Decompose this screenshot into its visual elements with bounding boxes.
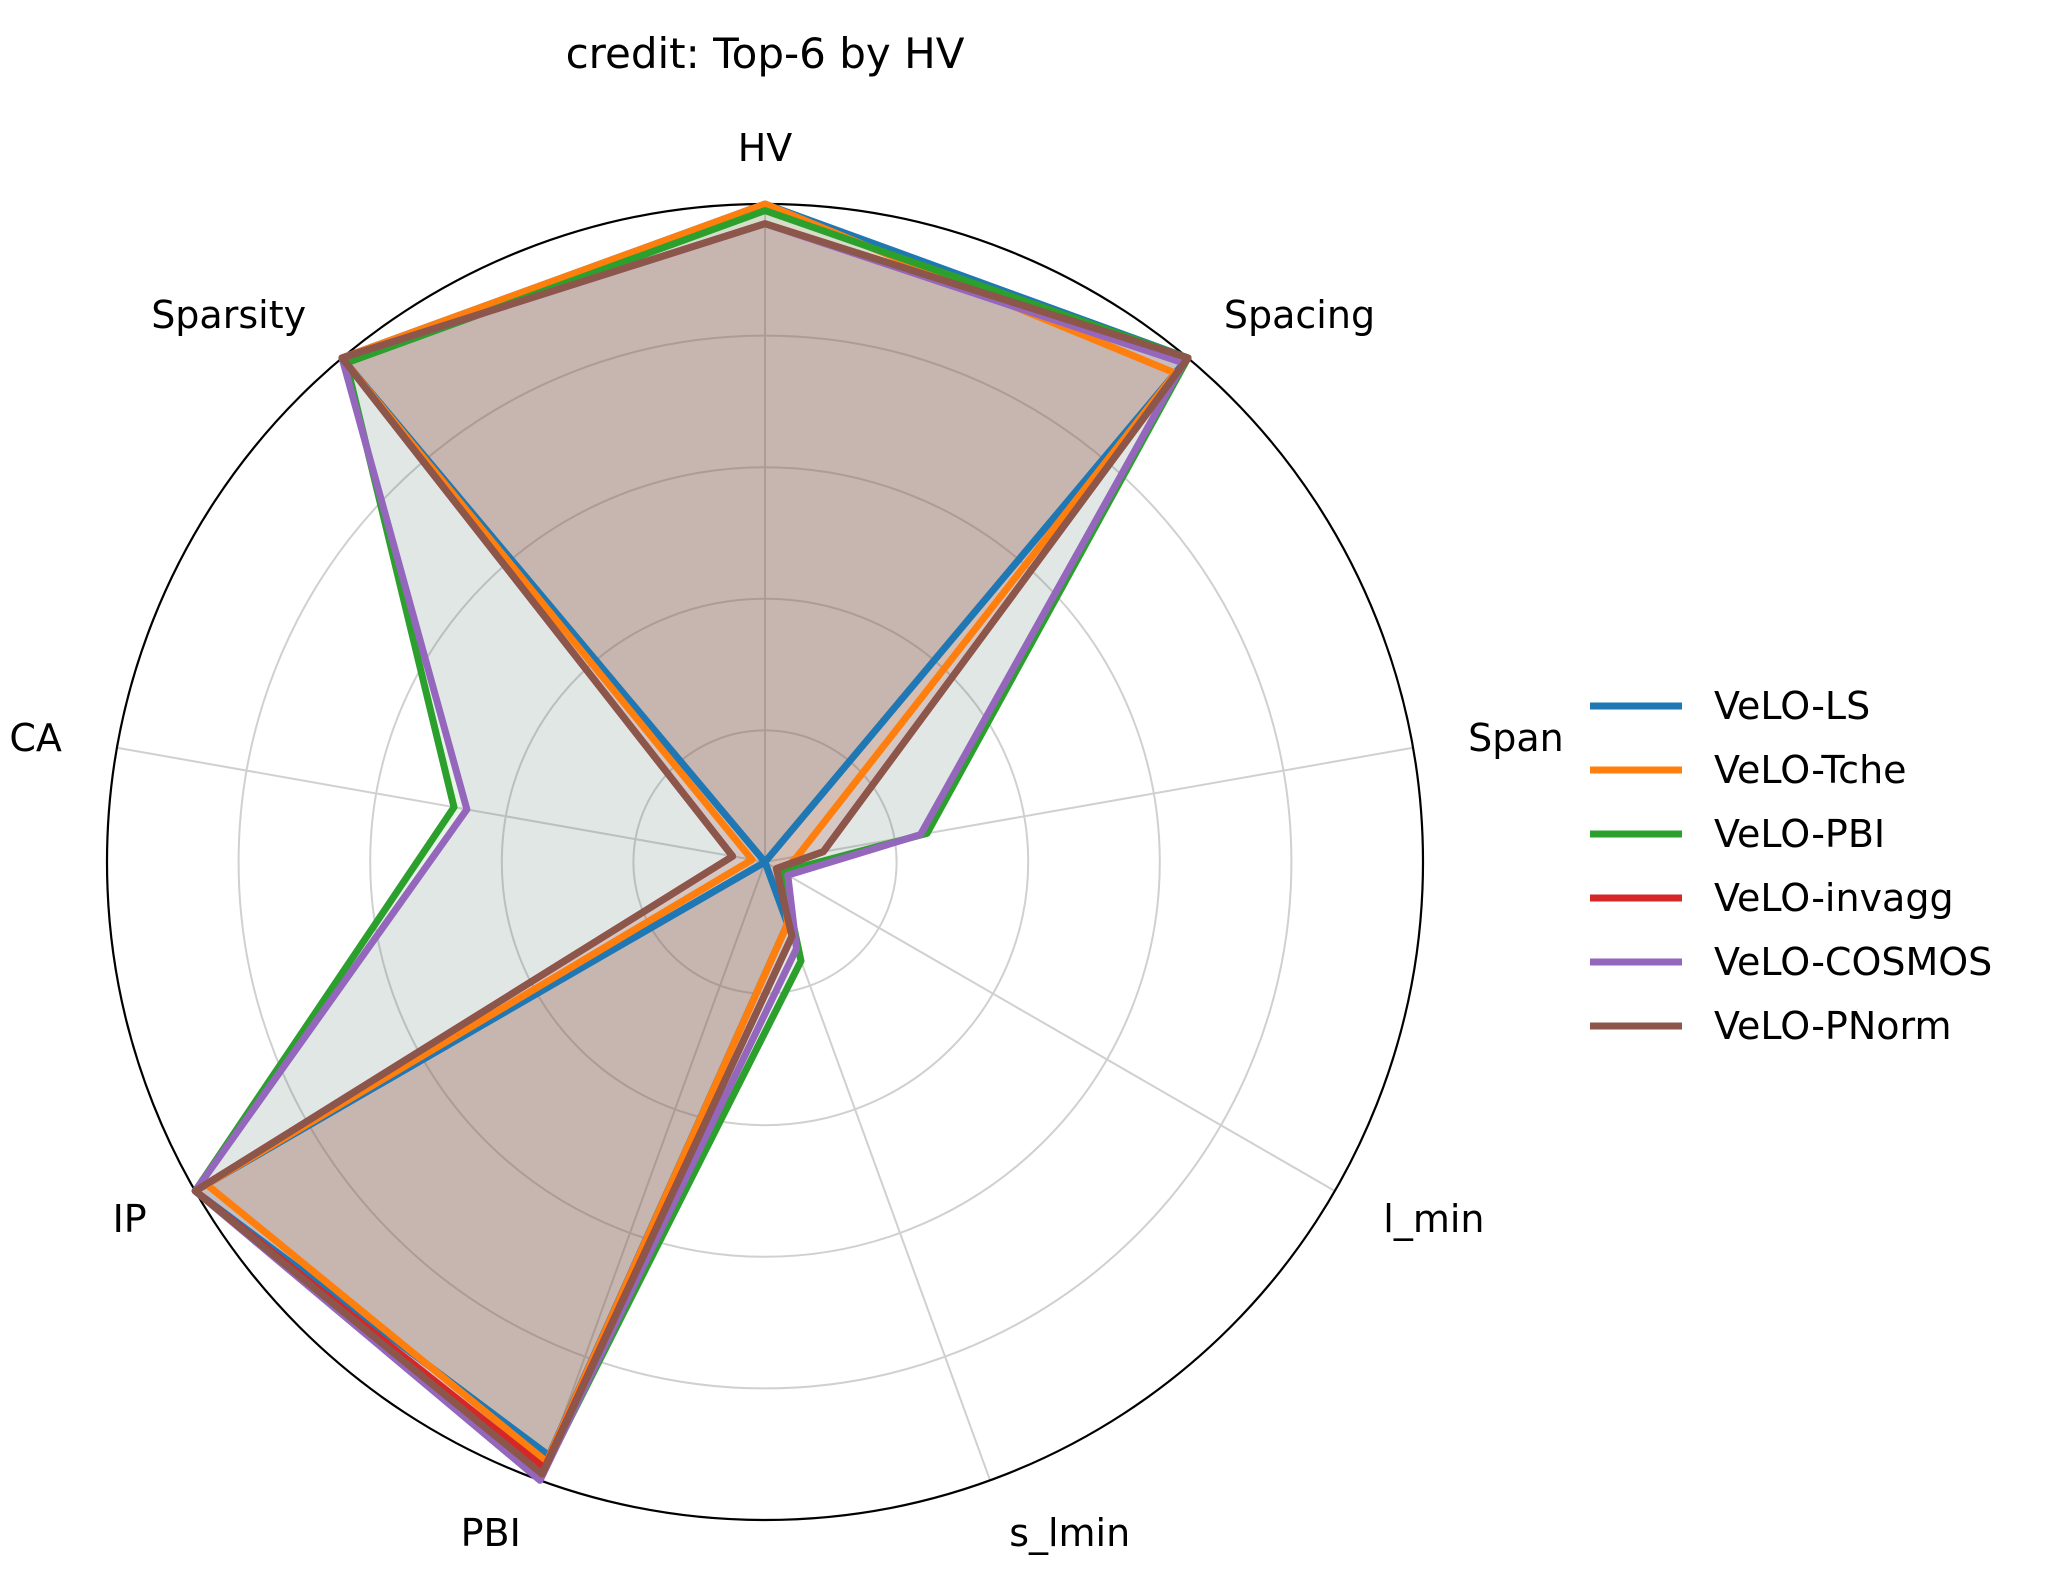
axis-label-Span: Span	[1468, 716, 1564, 760]
spoke-PBI	[539, 861, 766, 1481]
legend: VeLO-LS VeLO-Tche VeLO-PBI VeLO-invagg VeLO-…	[1590, 684, 1992, 1048]
series-fill-VeLO-COSMOS	[195, 223, 1184, 1481]
series-line-VeLO-PNorm	[191, 220, 1192, 1478]
legend-label-VeLO-PBI: VeLO-PBI	[1714, 812, 1885, 856]
legend-label-VeLO-LS: VeLO-LS	[1714, 684, 1870, 728]
axis-label-CA: CA	[9, 716, 62, 760]
series-lines	[191, 200, 1192, 1484]
series-fill-VeLO-invagg	[195, 223, 1188, 1469]
axis-label-IP: IP	[113, 1197, 147, 1241]
axis-label-l_min: l_min	[1383, 1197, 1484, 1241]
spoke-Span	[764, 746, 1414, 863]
spoke-l_min	[764, 861, 1336, 1192]
legend-label-VeLO-invagg: VeLO-invagg	[1714, 876, 1954, 920]
series-fill-VeLO-PNorm	[195, 223, 1188, 1475]
spoke-CA	[116, 746, 766, 863]
axis-label-HV: HV	[738, 126, 793, 170]
axis-labels: HV Spacing Span l_min s_lmin PBI IP CA Sparsity	[9, 126, 1563, 1555]
series-fill-VeLO-PBI	[195, 210, 1188, 1475]
axis-label-PBI: PBI	[461, 1511, 521, 1555]
axis-label-Sparsity: Sparsity	[151, 293, 306, 337]
legend-label-VeLO-COSMOS: VeLO-COSMOS	[1714, 940, 1992, 984]
series-line-VeLO-Tche	[203, 200, 1179, 1466]
series-fill-VeLO-Tche	[206, 204, 1176, 1462]
chart-title: credit: Top-6 by HV	[566, 29, 965, 78]
axis-label-s_lmin: s_lmin	[1009, 1511, 1130, 1555]
legend-label-VeLO-PNorm: VeLO-PNorm	[1714, 1004, 1951, 1048]
series-fills	[195, 204, 1188, 1481]
series-fill-VeLO-LS	[195, 204, 1188, 1456]
axis-label-Spacing: Spacing	[1224, 293, 1375, 337]
series-line-VeLO-COSMOS	[191, 220, 1188, 1484]
legend-label-VeLO-Tche: VeLO-Tche	[1714, 748, 1907, 792]
